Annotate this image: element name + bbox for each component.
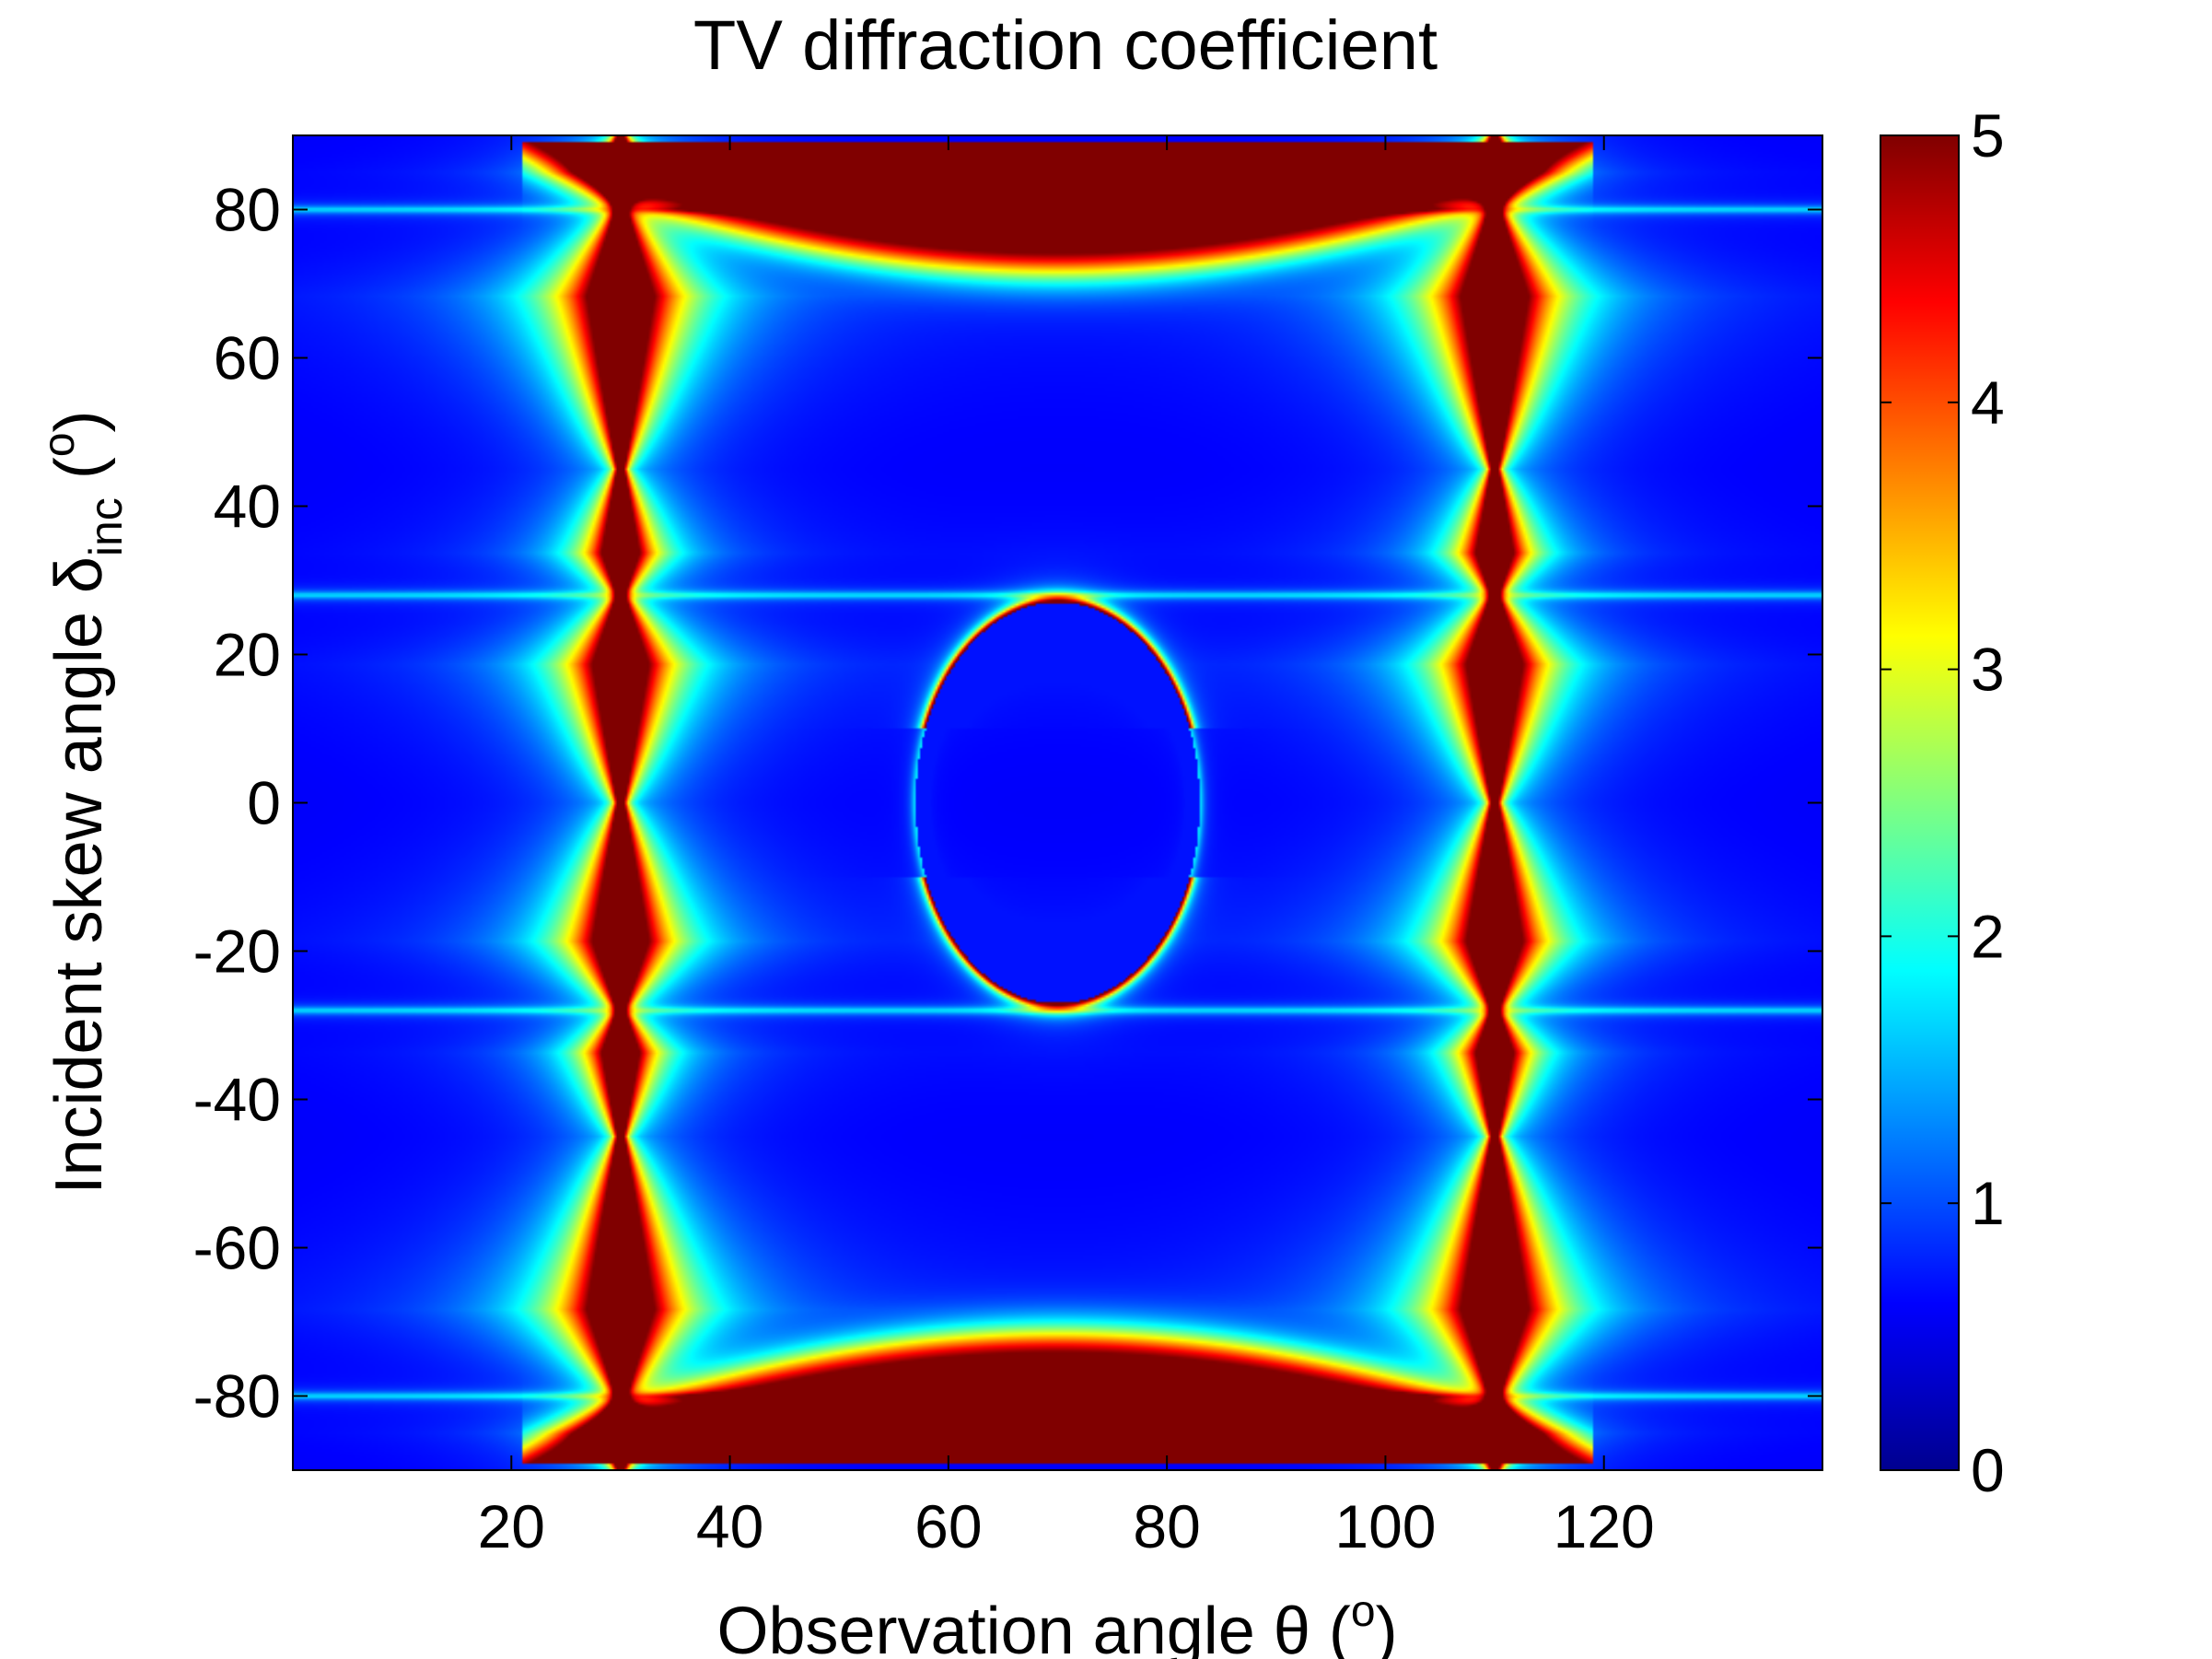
colorbar-ticks: 0 1 2 3 4 5 bbox=[1880, 101, 2005, 1504]
y-tick-label: -60 bbox=[193, 1214, 281, 1282]
x-axis-label-text: Observation angle bbox=[716, 1595, 1273, 1659]
colorbar-tick-label: 2 bbox=[1971, 902, 2005, 970]
colorbar-tick-label: 1 bbox=[1971, 1169, 2005, 1237]
y-axis-label-text: Incident skew angle bbox=[42, 593, 116, 1194]
x-tick-label: 80 bbox=[1133, 1492, 1200, 1560]
y-tick-label: -40 bbox=[193, 1066, 281, 1134]
x-axis-label-symbol: θ bbox=[1274, 1595, 1310, 1659]
y-tick-label: -80 bbox=[193, 1362, 281, 1431]
y-tick-label: 40 bbox=[214, 473, 281, 541]
colorbar-tick-label: 3 bbox=[1971, 636, 2005, 704]
y-tick-label: -20 bbox=[193, 917, 281, 986]
x-tick-label: 100 bbox=[1334, 1492, 1436, 1560]
y-axis-label-unit-close: ) bbox=[42, 410, 116, 432]
colorbar-tick-label: 5 bbox=[1971, 101, 2005, 169]
x-axis-label-unit-sup: o bbox=[1351, 1587, 1376, 1636]
y-tick-label: 20 bbox=[214, 621, 281, 689]
y-axis-label-unit-open: ( bbox=[42, 457, 116, 497]
plot-area: 20 40 60 80 100 120 80 60 40 20 0 -20 -40 -60 -80 bbox=[193, 134, 1823, 1560]
y-axis-label-symbol-sub: inc bbox=[80, 497, 132, 556]
colorbar-gradient bbox=[1880, 135, 1959, 1470]
colorbar: 0 1 2 3 4 5 bbox=[1880, 101, 2005, 1504]
x-tick-label: 60 bbox=[914, 1492, 982, 1560]
y-tick-label: 60 bbox=[214, 324, 281, 392]
y-tick-label: 0 bbox=[247, 769, 281, 837]
y-ticks: 80 60 40 20 0 -20 -40 -60 -80 bbox=[193, 176, 1822, 1431]
y-axis-label-unit-sup: o bbox=[35, 432, 84, 457]
x-axis-label-unit-open: ( bbox=[1310, 1595, 1351, 1659]
y-axis-label-symbol: δ bbox=[42, 556, 116, 593]
x-tick-label: 40 bbox=[696, 1492, 763, 1560]
chart-title: TV diffraction coefficient bbox=[693, 6, 1438, 85]
colorbar-tick-label: 0 bbox=[1971, 1436, 2005, 1504]
y-axis-label: Incident skew angle δinc (o) bbox=[35, 410, 132, 1194]
heatmap-image bbox=[293, 135, 1822, 1470]
x-tick-label: 20 bbox=[478, 1492, 545, 1560]
x-tick-label: 120 bbox=[1554, 1492, 1655, 1560]
colorbar-frame bbox=[1880, 134, 1960, 1471]
x-axis-label: Observation angle θ (o) bbox=[716, 1587, 1397, 1659]
x-axis-label-unit-close: ) bbox=[1376, 1595, 1398, 1659]
colorbar-tick-label: 4 bbox=[1971, 368, 2005, 437]
x-ticks: 20 40 60 80 100 120 bbox=[478, 135, 1655, 1560]
y-tick-label: 80 bbox=[214, 176, 281, 244]
